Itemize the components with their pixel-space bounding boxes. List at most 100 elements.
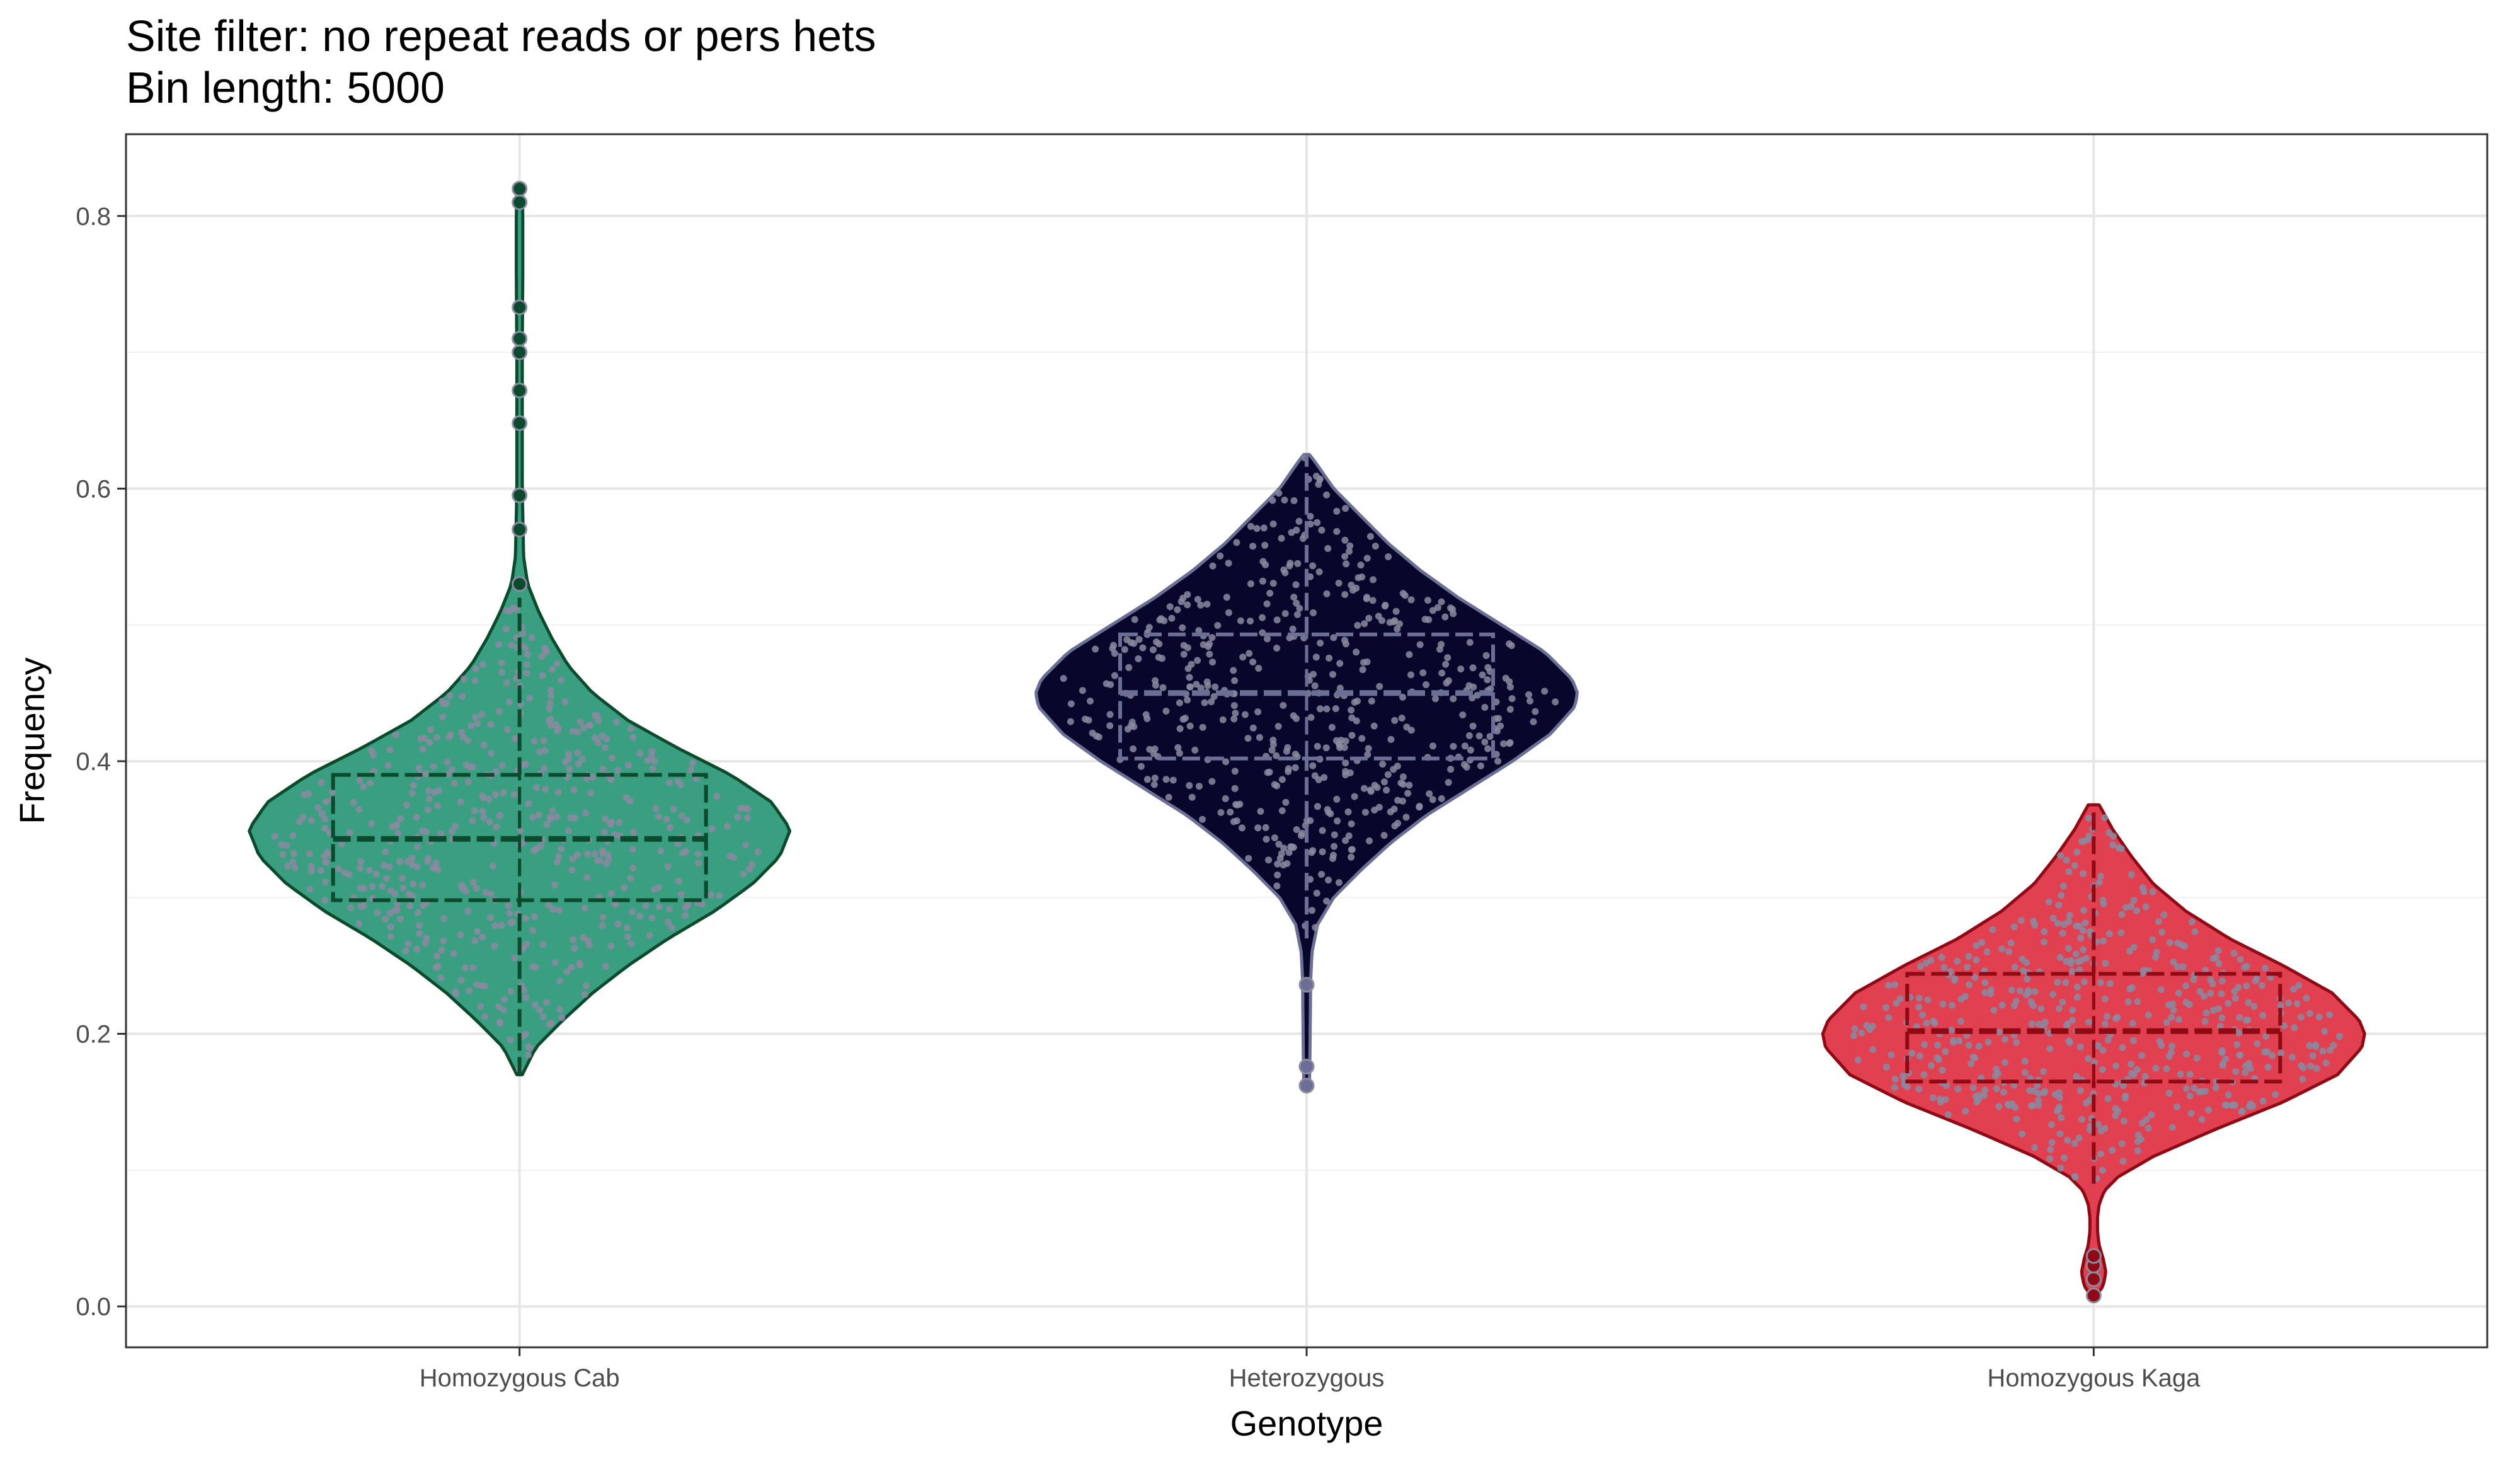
jitter-point xyxy=(2140,967,2148,974)
jitter-point xyxy=(2008,986,2015,994)
jitter-point xyxy=(433,734,440,741)
jitter-point xyxy=(2062,979,2070,986)
jitter-point xyxy=(2124,998,2132,1006)
jitter-point xyxy=(2065,918,2072,926)
jitter-point xyxy=(1151,774,1159,782)
jitter-point xyxy=(485,796,493,803)
jitter-point xyxy=(2104,1036,2112,1044)
x-axis-title: Genotype xyxy=(1230,1403,1383,1443)
jitter-point xyxy=(1341,591,1349,598)
jitter-point xyxy=(1303,817,1310,824)
jitter-point xyxy=(576,718,584,726)
jitter-point xyxy=(743,814,751,822)
jitter-point xyxy=(599,765,607,773)
chart-title-line-2: Bin length: 5000 xyxy=(126,63,445,112)
jitter-point xyxy=(1344,808,1352,815)
jitter-point xyxy=(1318,526,1326,534)
jitter-point xyxy=(1249,659,1257,665)
jitter-point xyxy=(2071,1140,2078,1147)
jitter-point xyxy=(435,787,442,795)
jitter-point xyxy=(546,814,554,821)
jitter-point xyxy=(419,745,427,753)
jitter-point xyxy=(1930,1018,1937,1025)
jitter-point xyxy=(636,912,644,920)
jitter-point xyxy=(393,906,401,914)
jitter-point xyxy=(546,705,553,712)
jitter-point xyxy=(2280,1022,2288,1030)
jitter-point xyxy=(457,931,464,939)
jitter-point xyxy=(558,845,565,853)
jitter-point xyxy=(2182,982,2190,989)
jitter-point xyxy=(713,793,721,800)
jitter-point xyxy=(1266,589,1274,597)
jitter-point xyxy=(1247,580,1254,587)
jitter-point xyxy=(1233,817,1240,825)
jitter-point xyxy=(368,820,375,827)
chart-title-line-1: Site filter: no repeat reads or pers het… xyxy=(126,11,876,60)
jitter-point xyxy=(1139,644,1147,652)
jitter-point xyxy=(2326,1011,2334,1018)
jitter-point xyxy=(386,746,394,754)
outlier-point xyxy=(2085,1287,2102,1304)
jitter-point xyxy=(683,816,690,824)
jitter-point xyxy=(546,699,554,707)
jitter-point xyxy=(1278,807,1286,814)
jitter-point xyxy=(1461,742,1469,750)
jitter-point xyxy=(291,864,299,872)
jitter-point xyxy=(529,963,537,970)
jitter-point xyxy=(2105,829,2113,836)
jitter-point xyxy=(322,858,329,866)
jitter-point xyxy=(2058,1114,2065,1121)
jitter-point xyxy=(2129,984,2136,991)
jitter-point xyxy=(522,915,529,922)
jitter-point xyxy=(2076,966,2083,974)
jitter-point xyxy=(459,693,466,700)
jitter-point xyxy=(2004,1100,2012,1108)
jitter-point xyxy=(2198,1088,2205,1095)
jitter-point xyxy=(598,732,606,740)
jitter-point xyxy=(2055,1005,2063,1012)
jitter-point xyxy=(2175,1016,2182,1023)
jitter-point xyxy=(748,861,755,868)
jitter-point xyxy=(551,959,559,967)
jitter-point xyxy=(2000,1088,2007,1096)
jitter-point xyxy=(1858,1029,1865,1037)
jitter-point xyxy=(1293,826,1300,833)
jitter-point xyxy=(2155,918,2162,925)
jitter-point xyxy=(2007,940,2015,947)
jitter-point xyxy=(2040,1068,2047,1075)
jitter-point xyxy=(1962,1107,1969,1115)
jitter-point xyxy=(1249,543,1257,550)
jitter-point xyxy=(1111,672,1118,679)
jitter-point xyxy=(2022,991,2030,999)
jitter-point xyxy=(523,661,530,669)
jitter-point xyxy=(1225,609,1232,616)
jitter-point xyxy=(1186,782,1193,789)
jitter-point xyxy=(1477,762,1484,769)
jitter-point xyxy=(576,961,584,969)
jitter-point xyxy=(2243,962,2250,970)
jitter-point xyxy=(602,963,609,970)
jitter-point xyxy=(496,1018,503,1026)
jitter-point xyxy=(607,890,615,897)
jitter-point xyxy=(2080,946,2087,953)
jitter-point xyxy=(1152,681,1159,689)
jitter-point xyxy=(1957,1018,1965,1025)
jitter-point xyxy=(536,748,544,756)
jitter-point xyxy=(2085,815,2093,822)
jitter-point xyxy=(2236,1052,2243,1059)
jitter-point xyxy=(2134,1147,2141,1154)
jitter-point xyxy=(370,767,377,774)
jitter-point xyxy=(646,932,653,939)
jitter-point xyxy=(1106,711,1114,718)
jitter-point xyxy=(1434,604,1441,611)
jitter-point xyxy=(2080,907,2087,914)
jitter-point xyxy=(682,912,689,919)
jitter-point xyxy=(2313,1065,2320,1072)
jitter-point xyxy=(1311,682,1319,689)
jitter-point xyxy=(2262,1033,2270,1040)
jitter-point xyxy=(529,927,536,935)
jitter-point xyxy=(1289,625,1297,633)
jitter-point xyxy=(1494,727,1501,735)
jitter-point xyxy=(1200,641,1207,648)
